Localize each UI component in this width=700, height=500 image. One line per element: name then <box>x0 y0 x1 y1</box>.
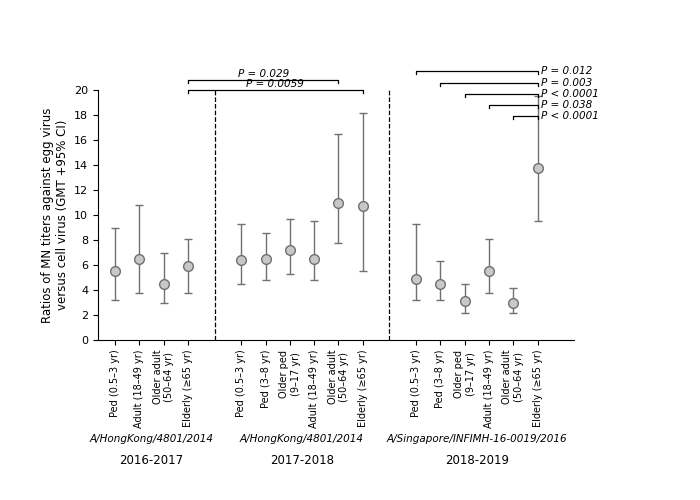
Text: P = 0.0059: P = 0.0059 <box>246 78 304 89</box>
Text: A/HongKong/4801/2014: A/HongKong/4801/2014 <box>90 434 214 444</box>
Text: P = 0.003: P = 0.003 <box>541 78 592 88</box>
Text: P = 0.029: P = 0.029 <box>237 68 289 78</box>
Text: P = 0.038: P = 0.038 <box>541 100 592 110</box>
Y-axis label: Ratios of MN titers against egg virus
versus cell virus (GMT +95% CI): Ratios of MN titers against egg virus ve… <box>41 108 69 322</box>
Text: A/HongKong/4801/2014: A/HongKong/4801/2014 <box>240 434 364 444</box>
Text: 2016-2017: 2016-2017 <box>120 454 183 467</box>
Text: 2018-2019: 2018-2019 <box>445 454 509 467</box>
Text: P < 0.0001: P < 0.0001 <box>541 89 599 99</box>
Text: P < 0.0001: P < 0.0001 <box>541 112 599 121</box>
Text: P = 0.012: P = 0.012 <box>541 66 592 76</box>
Text: A/Singapore/INFIMH-16-0019/2016: A/Singapore/INFIMH-16-0019/2016 <box>386 434 567 444</box>
Text: 2017-2018: 2017-2018 <box>270 454 334 467</box>
